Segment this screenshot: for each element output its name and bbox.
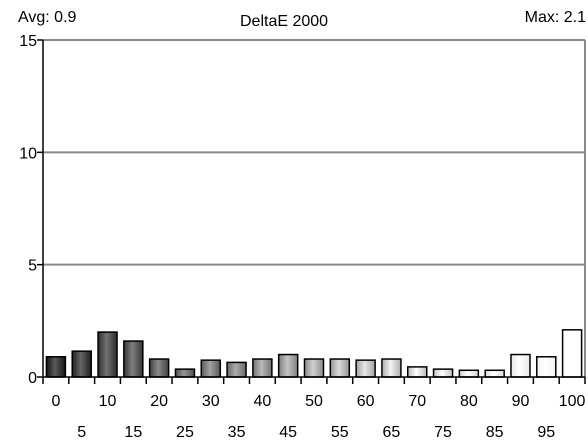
- chart-title: DeltaE 2000: [240, 13, 329, 30]
- bar-10: [97, 331, 118, 378]
- average-label: Avg: 0.9: [18, 9, 77, 26]
- bar-50: [303, 358, 325, 378]
- x-tick-label: 70: [408, 393, 426, 410]
- bar-55: [329, 358, 351, 378]
- bar-75: [432, 368, 454, 378]
- x-tick-label: 40: [253, 393, 271, 410]
- bar-70: [406, 366, 428, 378]
- x-tick-label: 60: [357, 393, 375, 410]
- x-tick-label: 100: [559, 393, 586, 410]
- x-tick-label: 55: [331, 424, 349, 441]
- max-label: Max: 2.1: [524, 9, 586, 26]
- x-tick-label: 45: [279, 424, 297, 441]
- bars: [45, 329, 583, 378]
- x-tick-label: 20: [150, 393, 168, 410]
- axes: [37, 39, 586, 384]
- x-tick-label: 5: [77, 424, 86, 441]
- x-tick-label: 95: [537, 424, 555, 441]
- x-tick-label: 35: [228, 424, 246, 441]
- x-tick-label: 80: [460, 393, 478, 410]
- x-tick-label: 0: [51, 393, 60, 410]
- bar-30: [200, 359, 222, 378]
- gridlines: [43, 39, 586, 377]
- x-tick-label: 65: [383, 424, 401, 441]
- bar-5: [71, 350, 92, 378]
- bar-65: [381, 358, 402, 378]
- bar-40: [252, 358, 273, 378]
- y-tick-label: 5: [28, 258, 37, 275]
- bar-15: [123, 340, 144, 378]
- bar-25: [174, 368, 196, 378]
- bar-100: [561, 329, 583, 378]
- x-tick-label: 75: [434, 424, 452, 441]
- y-tick-label: 15: [19, 33, 37, 50]
- bar-0: [45, 356, 67, 378]
- bar-35: [226, 361, 247, 378]
- bar-90: [510, 353, 531, 378]
- x-tick-label: 10: [99, 393, 117, 410]
- bar-45: [277, 353, 299, 378]
- x-tick-label: 15: [124, 424, 142, 441]
- y-tick-label: 0: [28, 370, 37, 387]
- bar-95: [536, 356, 557, 378]
- bar-85: [484, 369, 505, 378]
- y-tick-label: 10: [19, 145, 37, 162]
- bar-80: [458, 369, 480, 378]
- bar-20: [148, 358, 170, 378]
- x-tick-label: 30: [202, 393, 220, 410]
- x-tick-label: 25: [176, 424, 194, 441]
- x-tick-label: 50: [305, 393, 323, 410]
- x-tick-label: 85: [486, 424, 504, 441]
- x-tick-label: 90: [512, 393, 530, 410]
- bar-60: [355, 359, 376, 378]
